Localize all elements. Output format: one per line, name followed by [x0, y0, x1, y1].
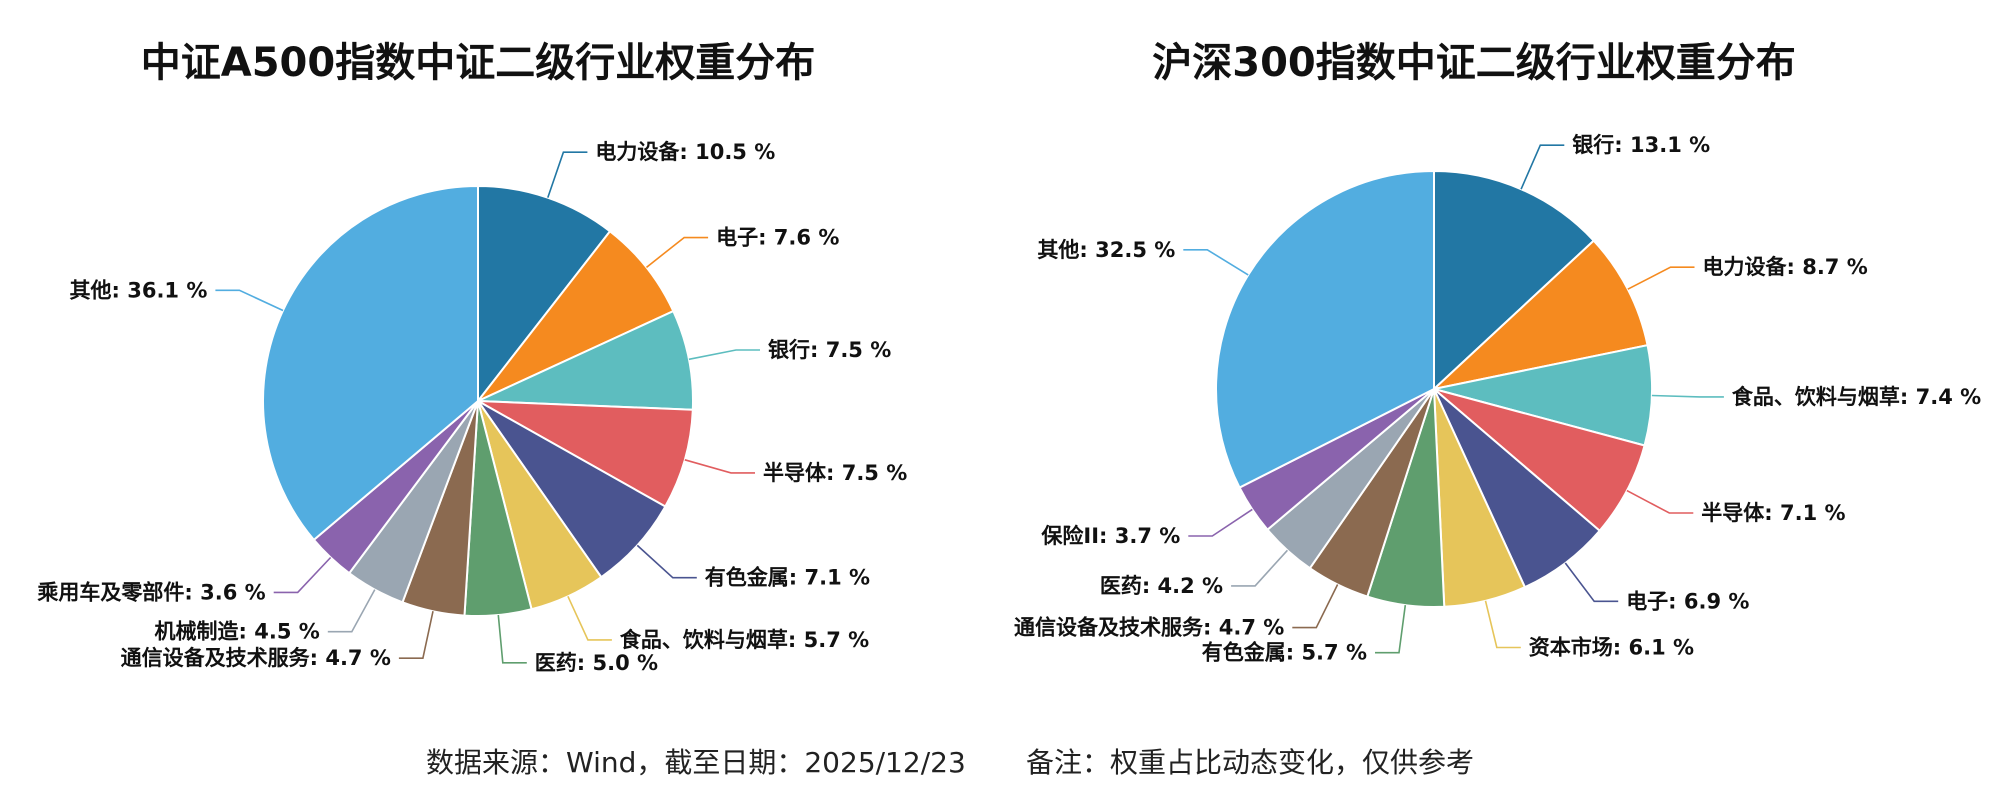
pie1-label-4: 电子: 6.9 % [1626, 589, 1749, 613]
pie1-label-10: 其他: 32.5 % [1037, 238, 1175, 262]
pie1-slice-0 [1433, 169, 1596, 392]
pie1-leader-3 [1626, 489, 1694, 514]
pie0-label-4: 有色金属: 7.1 % [705, 566, 870, 590]
pie0-leader-4 [636, 544, 697, 579]
chart-title-hs300: 沪深300指数中证二级行业权重分布 [1152, 40, 1796, 86]
pie1-label-8: 医药: 4.2 % [1100, 574, 1223, 598]
footer-source: 数据来源：Wind，截至日期：2025/12/23 [426, 746, 966, 779]
pie0-leader-5 [567, 595, 612, 641]
pie1-leader-10 [1183, 249, 1249, 276]
pie0-leader-7 [398, 611, 434, 659]
pie0-slice-0 [477, 184, 612, 404]
pie1-label-5: 资本市场: 6.1 % [1529, 636, 1694, 660]
pie0-leader-9 [273, 556, 332, 594]
pie-a500: 电力设备: 10.5 % 电子: 7.6 % 银行: 7.5 % 半导体: 7.5 %… [36, 140, 907, 675]
pie1-slice-10 [1215, 169, 1435, 489]
pie0-label-7: 通信设备及技术服务: 4.7 % [121, 646, 391, 670]
pie0-label-5: 食品、饮料与烟草: 5.7 % [620, 628, 869, 652]
pie1-label-9: 保险II: 3.7 % [1040, 524, 1180, 548]
pie1-leader-2 [1651, 394, 1724, 398]
footer-note: 备注：权重占比动态变化，仅供参考 [1026, 746, 1474, 779]
pie1-leader-1 [1627, 266, 1695, 290]
pie0-leader-10 [215, 289, 284, 312]
pie0-label-9: 乘用车及零部件: 3.6 % [36, 580, 265, 604]
pie1-label-0: 银行: 13.1 % [1572, 133, 1710, 157]
pie1-label-7: 通信设备及技术服务: 4.7 % [1014, 616, 1284, 640]
pie1-leader-8 [1231, 549, 1288, 587]
pie1-leader-5 [1484, 600, 1521, 649]
pie0-slice-2 [477, 309, 694, 411]
pie1-leader-9 [1188, 508, 1253, 537]
pie1-slice-2 [1433, 343, 1654, 447]
pie0-leader-1 [646, 236, 709, 269]
pie1-leader-7 [1292, 584, 1339, 629]
pie1-label-6: 有色金属: 5.7 % [1202, 641, 1367, 665]
pie0-slice-1 [477, 229, 675, 402]
pie0-label-2: 银行: 7.5 % [768, 338, 891, 362]
pie1-label-1: 电力设备: 8.7 % [1703, 255, 1868, 279]
pie0-leader-3 [684, 459, 755, 474]
pie0-label-0: 电力设备: 10.5 % [595, 140, 775, 164]
pie0-label-6: 医药: 5.0 % [535, 651, 658, 675]
pie0-slice-3 [477, 400, 694, 508]
pie1-leader-4 [1564, 562, 1619, 603]
pie0-label-1: 电子: 7.6 % [716, 226, 839, 250]
pie1-label-3: 半导体: 7.1 % [1701, 501, 1845, 525]
pie0-leader-8 [327, 589, 376, 633]
pie1-label-2: 食品、饮料与烟草: 7.4 % [1732, 385, 1981, 409]
pie0-leader-2 [688, 349, 760, 361]
pie0-leader-0 [547, 151, 588, 198]
pie0-leader-6 [497, 614, 527, 664]
pie-hs300: 银行: 13.1 % 电力设备: 8.7 % 食品、饮料与烟草: 7.4 % 半导体:… [1014, 133, 1981, 665]
pie0-label-8: 机械制造: 4.5 % [155, 620, 320, 644]
pie0-label-10: 其他: 36.1 % [70, 278, 208, 302]
pie1-leader-0 [1520, 144, 1565, 190]
pie1-leader-6 [1375, 604, 1407, 654]
pie0-label-3: 半导体: 7.5 % [763, 461, 907, 485]
chart-title-a500: 中证A500指数中证二级行业权重分布 [141, 40, 815, 86]
